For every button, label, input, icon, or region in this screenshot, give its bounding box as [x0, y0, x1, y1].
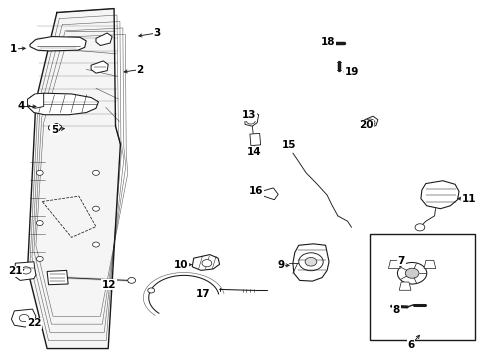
- Polygon shape: [399, 282, 411, 290]
- Polygon shape: [424, 260, 436, 269]
- Text: 13: 13: [242, 111, 256, 121]
- Circle shape: [148, 288, 155, 293]
- Circle shape: [415, 224, 425, 231]
- Circle shape: [36, 221, 43, 226]
- Polygon shape: [27, 93, 98, 115]
- Polygon shape: [14, 262, 36, 280]
- Text: 17: 17: [196, 289, 211, 299]
- Text: 14: 14: [246, 147, 261, 157]
- Circle shape: [365, 119, 375, 126]
- Text: 3: 3: [153, 28, 161, 38]
- Polygon shape: [389, 260, 400, 269]
- Polygon shape: [49, 123, 62, 132]
- Text: 22: 22: [26, 319, 41, 328]
- Circle shape: [299, 253, 323, 271]
- Circle shape: [93, 206, 99, 211]
- Polygon shape: [30, 37, 86, 51]
- Polygon shape: [192, 255, 220, 270]
- Text: 20: 20: [359, 121, 373, 130]
- Text: 21: 21: [8, 266, 23, 276]
- Circle shape: [21, 267, 31, 274]
- Text: 15: 15: [282, 140, 296, 150]
- Text: 19: 19: [344, 67, 359, 77]
- Circle shape: [246, 118, 255, 124]
- Polygon shape: [245, 112, 259, 126]
- Text: 16: 16: [248, 186, 263, 197]
- Circle shape: [305, 257, 317, 266]
- Text: 10: 10: [174, 260, 189, 270]
- Circle shape: [202, 260, 212, 267]
- Circle shape: [128, 278, 136, 283]
- Polygon shape: [91, 61, 108, 73]
- Circle shape: [36, 256, 43, 261]
- Text: 12: 12: [102, 280, 117, 290]
- Text: 6: 6: [408, 340, 415, 350]
- Circle shape: [50, 126, 58, 131]
- Text: 9: 9: [277, 260, 284, 270]
- Text: 18: 18: [321, 37, 335, 47]
- Polygon shape: [11, 309, 36, 327]
- Text: 11: 11: [462, 194, 476, 204]
- Polygon shape: [47, 270, 68, 285]
- Bar: [369, 234, 475, 339]
- Circle shape: [93, 242, 99, 247]
- Circle shape: [19, 315, 29, 321]
- Text: 4: 4: [18, 102, 25, 112]
- Polygon shape: [421, 181, 459, 209]
- Polygon shape: [27, 93, 44, 108]
- Text: 7: 7: [398, 256, 405, 266]
- Polygon shape: [27, 9, 121, 348]
- Text: 1: 1: [10, 44, 17, 54]
- Text: 2: 2: [136, 64, 144, 75]
- Circle shape: [405, 268, 419, 278]
- Circle shape: [397, 262, 427, 284]
- Text: 5: 5: [51, 125, 58, 135]
- Circle shape: [36, 170, 43, 175]
- Polygon shape: [96, 33, 112, 45]
- Text: 8: 8: [393, 305, 400, 315]
- Polygon shape: [363, 116, 378, 128]
- Circle shape: [93, 170, 99, 175]
- Polygon shape: [250, 134, 261, 145]
- Polygon shape: [293, 244, 329, 281]
